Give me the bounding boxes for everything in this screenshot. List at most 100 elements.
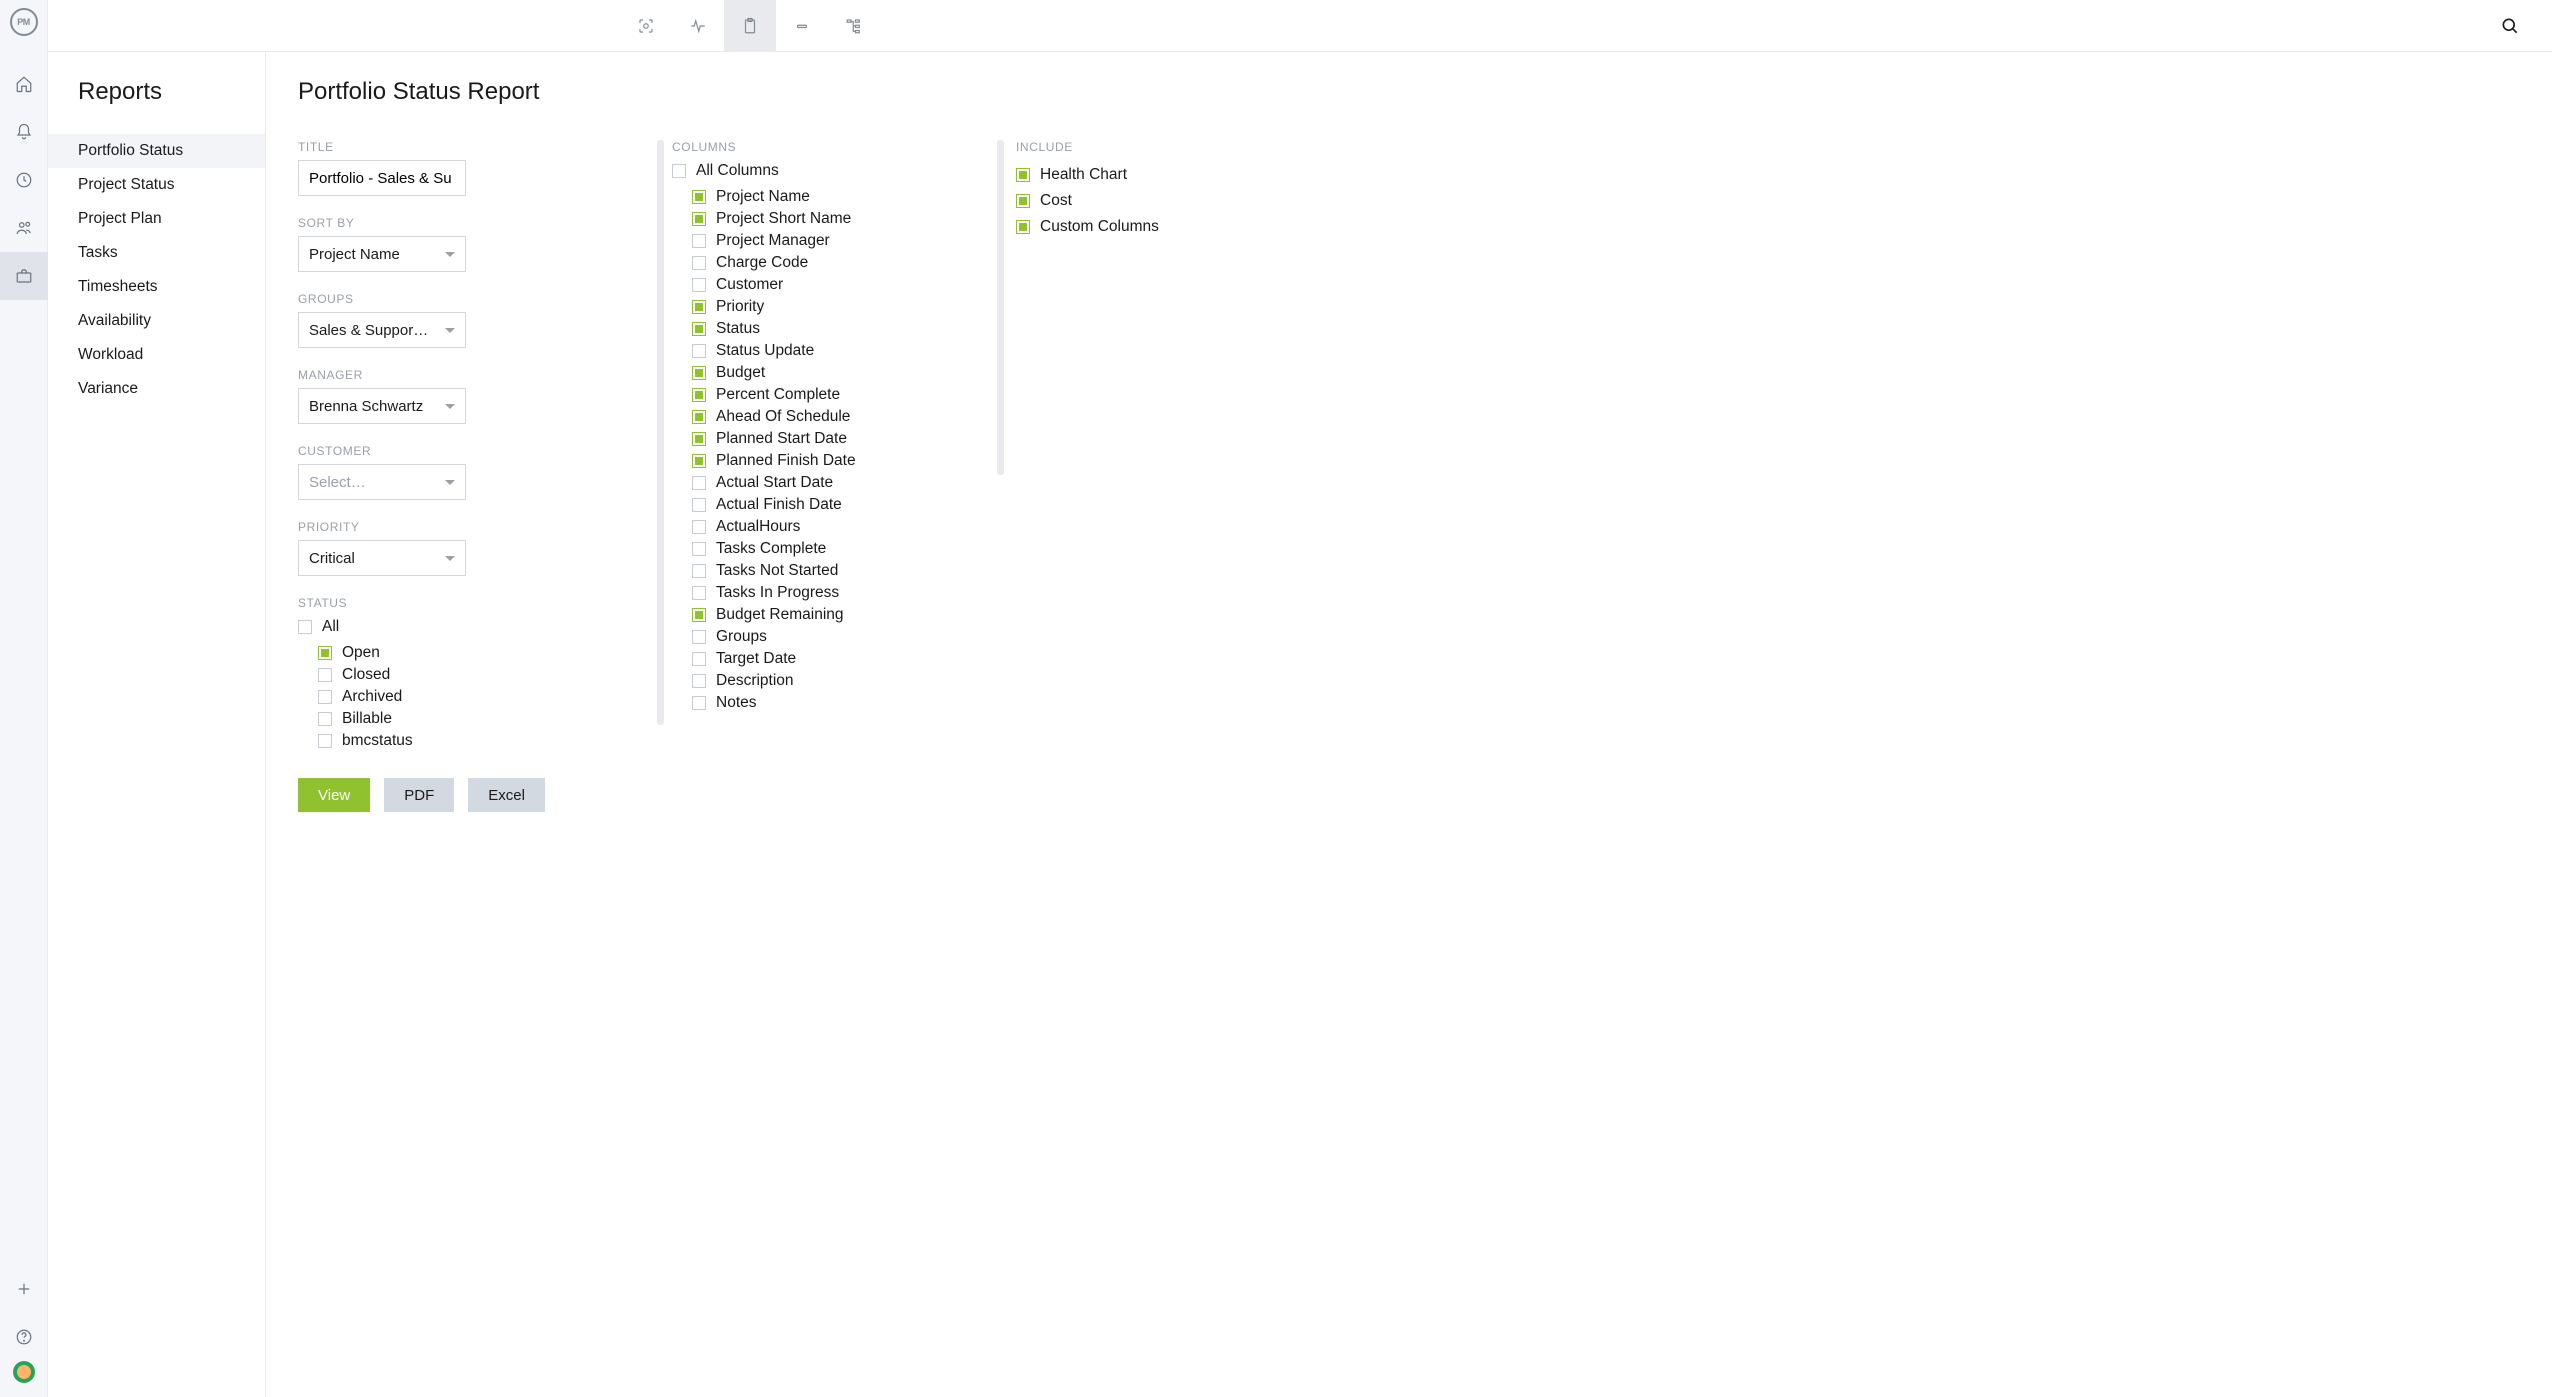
check-row[interactable]: Cost bbox=[1016, 190, 1276, 212]
rail-recent[interactable] bbox=[0, 156, 48, 204]
include-column: INCLUDE Health ChartCostCustom Columns bbox=[1016, 140, 1276, 812]
check-row[interactable]: Ahead Of Schedule bbox=[672, 406, 982, 428]
nav-item[interactable]: Portfolio Status bbox=[48, 134, 265, 168]
title-input[interactable] bbox=[309, 170, 455, 187]
checkbox-icon bbox=[318, 668, 332, 682]
nav-item[interactable]: Timesheets bbox=[48, 270, 265, 304]
check-row[interactable]: Customer bbox=[672, 274, 982, 296]
check-row[interactable]: Notes bbox=[672, 692, 982, 714]
priority-select[interactable]: Critical bbox=[298, 540, 466, 576]
nav-item[interactable]: Project Status bbox=[48, 168, 265, 202]
check-row[interactable]: Description bbox=[672, 670, 982, 692]
check-label: Tasks Not Started bbox=[716, 562, 838, 580]
nav-item[interactable]: Availability bbox=[48, 304, 265, 338]
check-label: Open bbox=[342, 644, 380, 662]
check-row[interactable]: Priority bbox=[672, 296, 982, 318]
rail-add[interactable] bbox=[0, 1265, 48, 1313]
check-row[interactable]: Status Update bbox=[672, 340, 982, 362]
nav-item[interactable]: Workload bbox=[48, 338, 265, 372]
check-row[interactable]: Percent Complete bbox=[672, 384, 982, 406]
chevron-down-icon bbox=[445, 252, 455, 257]
toolbar-activity[interactable] bbox=[672, 0, 724, 52]
checkbox-icon bbox=[692, 190, 706, 204]
check-label: Budget bbox=[716, 364, 765, 382]
check-label: Charge Code bbox=[716, 254, 808, 272]
nav-item[interactable]: Variance bbox=[48, 372, 265, 406]
nav-item[interactable]: Tasks bbox=[48, 236, 265, 270]
check-row[interactable]: Planned Finish Date bbox=[672, 450, 982, 472]
toolbar-link[interactable] bbox=[776, 0, 828, 52]
check-row[interactable]: Custom Columns bbox=[1016, 216, 1276, 238]
scrollbar[interactable] bbox=[657, 140, 664, 725]
manager-value: Brenna Schwartz bbox=[309, 398, 423, 415]
check-label: Actual Finish Date bbox=[716, 496, 842, 514]
toolbar-tree[interactable] bbox=[828, 0, 880, 52]
check-row[interactable]: Target Date bbox=[672, 648, 982, 670]
status-all[interactable]: All bbox=[298, 616, 638, 638]
check-row[interactable]: Budget bbox=[672, 362, 982, 384]
customer-placeholder: Select… bbox=[309, 474, 366, 491]
excel-button[interactable]: Excel bbox=[468, 778, 545, 812]
check-row[interactable]: Billable bbox=[298, 708, 638, 730]
check-label: Planned Start Date bbox=[716, 430, 847, 448]
check-row[interactable]: Status bbox=[672, 318, 982, 340]
check-label: Percent Complete bbox=[716, 386, 840, 404]
checkbox-icon bbox=[692, 256, 706, 270]
rail-team[interactable] bbox=[0, 204, 48, 252]
sortby-select[interactable]: Project Name bbox=[298, 236, 466, 272]
check-row[interactable]: Open bbox=[298, 642, 638, 664]
check-row[interactable]: Groups bbox=[672, 626, 982, 648]
groups-select[interactable]: Sales & Suppor… bbox=[298, 312, 466, 348]
checkbox-icon bbox=[692, 278, 706, 292]
checkbox-icon bbox=[692, 652, 706, 666]
check-row[interactable]: Closed bbox=[298, 664, 638, 686]
customer-select[interactable]: Select… bbox=[298, 464, 466, 500]
manager-label: MANAGER bbox=[298, 368, 638, 382]
check-row[interactable]: Project Name bbox=[672, 186, 982, 208]
check-row[interactable]: ActualHours bbox=[672, 516, 982, 538]
check-label: Status bbox=[716, 320, 760, 338]
rail-notifications[interactable] bbox=[0, 108, 48, 156]
check-row[interactable]: Project Short Name bbox=[672, 208, 982, 230]
check-label: Groups bbox=[716, 628, 767, 646]
check-row[interactable]: Charge Code bbox=[672, 252, 982, 274]
nav-item[interactable]: Project Plan bbox=[48, 202, 265, 236]
check-row[interactable]: Project Manager bbox=[672, 230, 982, 252]
scrollbar[interactable] bbox=[997, 140, 1004, 475]
plus-icon bbox=[15, 1280, 33, 1298]
check-row[interactable]: Archived bbox=[298, 686, 638, 708]
check-row[interactable]: Actual Finish Date bbox=[672, 494, 982, 516]
check-label: Custom Columns bbox=[1040, 218, 1159, 236]
page-title: Portfolio Status Report bbox=[298, 78, 2520, 106]
check-row[interactable]: Tasks Not Started bbox=[672, 560, 982, 582]
reports-sidebar: Reports Portfolio StatusProject StatusPr… bbox=[48, 52, 266, 1397]
check-row[interactable]: Health Chart bbox=[1016, 164, 1276, 186]
check-label: Priority bbox=[716, 298, 764, 316]
check-row[interactable]: Actual Start Date bbox=[672, 472, 982, 494]
toolbar-search[interactable] bbox=[2484, 0, 2536, 52]
rail-portfolio[interactable] bbox=[0, 252, 48, 300]
check-row[interactable]: bmcstatus bbox=[298, 730, 638, 752]
checkbox-icon bbox=[692, 388, 706, 402]
checkbox-icon bbox=[1016, 194, 1030, 208]
check-label: Cost bbox=[1040, 192, 1072, 210]
toolbar-scan[interactable] bbox=[620, 0, 672, 52]
check-row[interactable]: Planned Start Date bbox=[672, 428, 982, 450]
pdf-button[interactable]: PDF bbox=[384, 778, 454, 812]
check-label: Billable bbox=[342, 710, 392, 728]
check-row[interactable]: Tasks Complete bbox=[672, 538, 982, 560]
columns-all[interactable]: All Columns bbox=[672, 160, 982, 182]
check-row[interactable]: Tasks In Progress bbox=[672, 582, 982, 604]
home-icon bbox=[15, 75, 33, 93]
manager-select[interactable]: Brenna Schwartz bbox=[298, 388, 466, 424]
columns-column: COLUMNS All Columns Project NameProject … bbox=[672, 140, 982, 812]
checkbox-icon bbox=[692, 432, 706, 446]
view-button[interactable]: View bbox=[298, 778, 370, 812]
check-label: Actual Start Date bbox=[716, 474, 833, 492]
toolbar-clipboard[interactable] bbox=[724, 0, 776, 52]
user-avatar[interactable] bbox=[13, 1361, 35, 1383]
rail-home[interactable] bbox=[0, 60, 48, 108]
rail-help[interactable] bbox=[0, 1313, 48, 1361]
checkbox-icon bbox=[692, 476, 706, 490]
check-row[interactable]: Budget Remaining bbox=[672, 604, 982, 626]
